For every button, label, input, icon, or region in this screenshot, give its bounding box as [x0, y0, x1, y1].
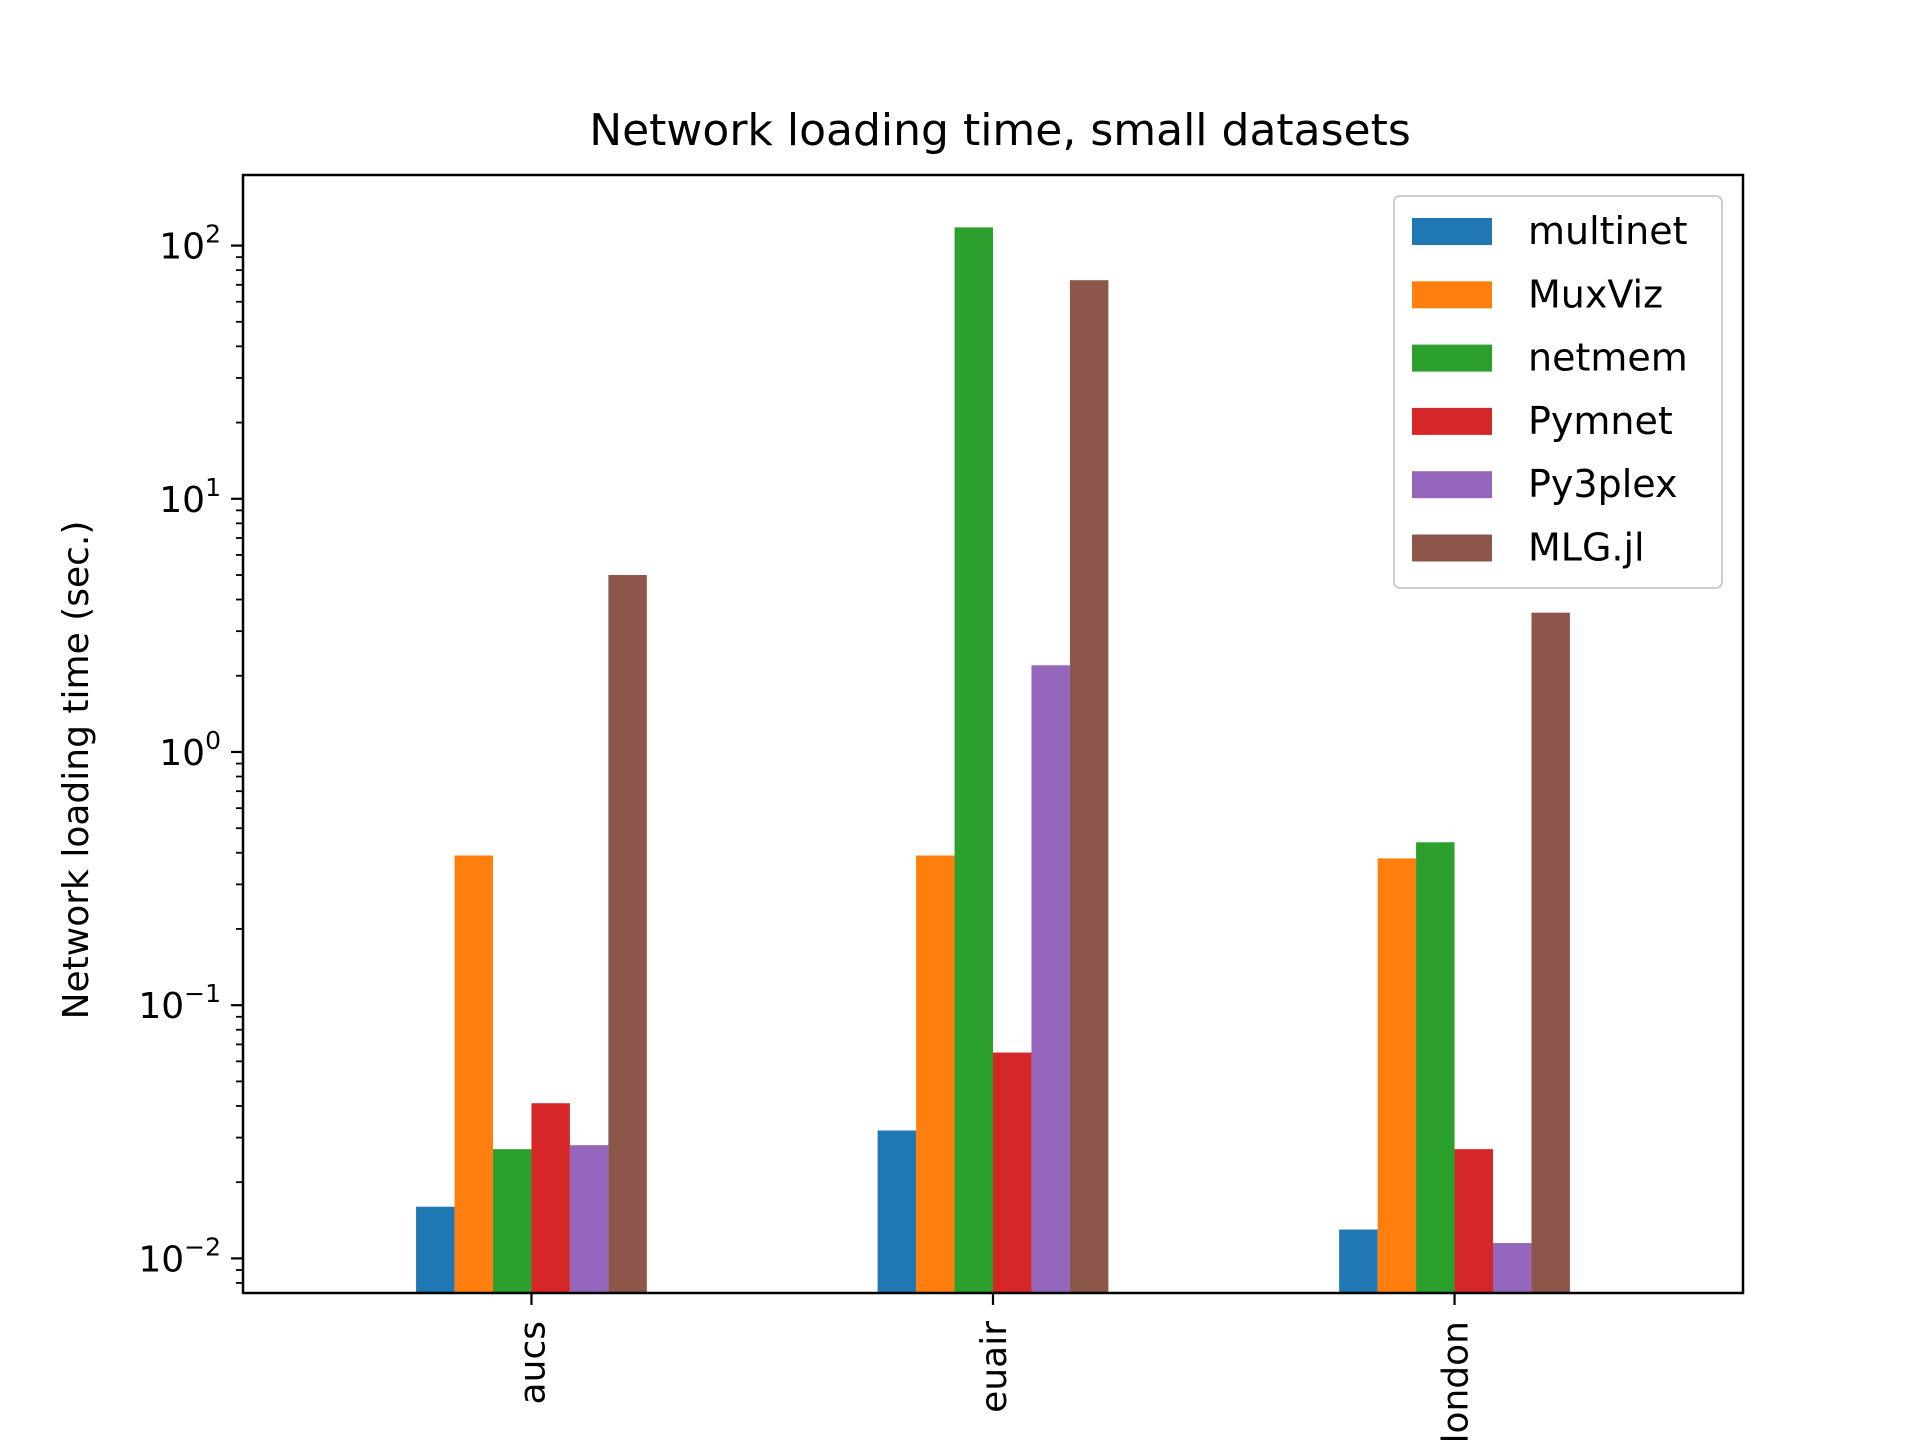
x-tick-label-london: london	[1436, 1321, 1477, 1440]
y-tick-label: 101	[159, 473, 221, 521]
legend-label: Pymnet	[1528, 399, 1673, 443]
bar-mlg-jl-london	[1531, 612, 1570, 1293]
legend-label: Py3plex	[1528, 462, 1677, 506]
bar-pymnet-aucs	[531, 1103, 570, 1293]
bar-pymnet-euair	[993, 1052, 1032, 1293]
bar-multinet-london	[1339, 1229, 1378, 1293]
y-axis-ticks: 10−2 10−1 100 101 102	[138, 220, 243, 1284]
bar-muxviz-london	[1377, 858, 1417, 1293]
legend-swatch	[1412, 407, 1492, 435]
legend-label: netmem	[1528, 336, 1688, 380]
bar-netmem-london	[1416, 842, 1455, 1293]
legend-label: MLG.jl	[1528, 526, 1645, 570]
y-tick-label: 100	[159, 726, 221, 774]
legend-swatch	[1412, 344, 1492, 372]
bar-pymnet-london	[1454, 1149, 1493, 1293]
y-tick-label: 10−2	[138, 1232, 221, 1280]
bar-mlg-jl-euair	[1069, 280, 1109, 1293]
bar-muxviz-euair	[916, 855, 955, 1293]
bar-multinet-aucs	[416, 1206, 455, 1293]
bar-multinet-euair	[877, 1130, 917, 1293]
legend-swatch	[1412, 218, 1492, 245]
legend-swatch	[1412, 471, 1492, 499]
bar-mlg-jl-aucs	[608, 575, 647, 1293]
bar-netmem-aucs	[493, 1149, 532, 1293]
chart-title: Network loading time, small datasets	[589, 105, 1411, 156]
plot-frame	[241, 173, 1745, 1295]
bar-py3plex-london	[1493, 1243, 1532, 1293]
y-axis-label: Network loading time (sec.)	[56, 521, 97, 1020]
legend-label: multinet	[1528, 209, 1687, 253]
legend-swatch	[1412, 534, 1492, 562]
legend-label: MuxViz	[1528, 272, 1663, 316]
bar-py3plex-aucs	[569, 1145, 609, 1293]
bar-muxviz-aucs	[454, 855, 493, 1293]
bars-layer	[416, 227, 1570, 1293]
bar-py3plex-euair	[1031, 665, 1070, 1293]
bar-netmem-euair	[954, 227, 993, 1293]
y-tick-label: 102	[159, 220, 221, 268]
y-tick-label: 10−1	[138, 979, 221, 1027]
legend: multinet MuxViz netmem Pymnet Py3plex MLG.jl	[1393, 195, 1723, 589]
x-tick-label-aucs: aucs	[512, 1321, 553, 1404]
x-tick-label-euair: euair	[974, 1321, 1015, 1413]
x-axis-ticks: aucs euair london	[512, 1293, 1477, 1440]
legend-swatch	[1412, 281, 1492, 309]
